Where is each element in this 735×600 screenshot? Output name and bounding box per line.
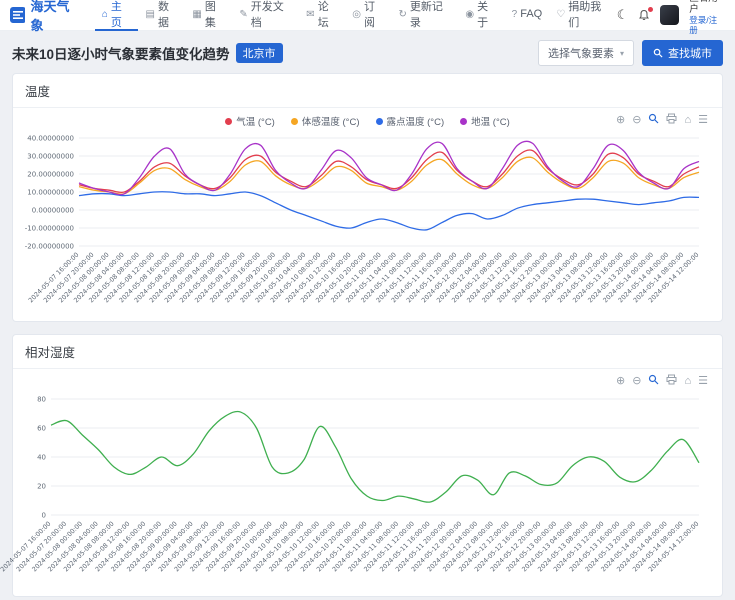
nav-label: 订阅: [363, 1, 375, 29]
atlas-icon: ▦: [192, 8, 202, 20]
nav-item-faq[interactable]: ? FAQ: [505, 0, 550, 31]
svg-text:0: 0: [42, 511, 46, 519]
dark-mode-moon-icon[interactable]: ☾: [616, 7, 629, 22]
legend-dot: [460, 117, 468, 125]
svg-text:20.00000000: 20.00000000: [27, 170, 74, 178]
svg-text:60: 60: [37, 424, 46, 432]
brand-logo-icon: [10, 7, 26, 23]
nav-item-about[interactable]: ◉ 关于: [458, 0, 504, 31]
legend-label: 体感温度 (°C): [301, 117, 360, 128]
changelog-icon: ↻: [398, 8, 407, 20]
temperature-chart-container: 40.00000000 30.00000000 20.00000000 10.0000…: [21, 130, 714, 315]
legend-label: 地温 (°C): [471, 117, 510, 128]
legend-item[interactable]: 露点温度 (°C): [375, 114, 445, 128]
home-icon: ⌂: [101, 8, 108, 20]
temperature-legend: 气温 (°C) 体感温度 (°C) 露点温度 (°C) 地温 (°C): [21, 111, 714, 130]
nav-label: 捐助我们: [568, 1, 602, 29]
nav-label: 关于: [477, 1, 489, 29]
topbar: 海天气象 ⌂ 主页 ▤ 数据 ▦ 图集 ✎ 开发文档 ✉ 论坛 ◎ 订阅 ↻ 更新记录 ◉ 关于…: [0, 0, 735, 35]
legend-dot: [290, 117, 298, 125]
main-nav: ⌂ 主页 ▤ 数据 ▦ 图集 ✎ 开发文档 ✉ 论坛 ◎ 订阅 ↻ 更新记录 ◉ 关于 ? FAQ…: [94, 0, 617, 31]
svg-text:40.00000000: 40.00000000: [27, 134, 74, 142]
menu-icon[interactable]: ☰: [698, 113, 708, 126]
nav-label: 数据: [157, 1, 169, 29]
brand[interactable]: 海天气象: [10, 0, 81, 34]
temperature-chart[interactable]: 40.00000000 30.00000000 20.00000000 10.0000…: [21, 130, 713, 310]
zoom-out-icon[interactable]: ⊖: [632, 113, 642, 126]
forum-icon: ✉: [306, 8, 315, 20]
zoom-out-icon[interactable]: ⊖: [632, 374, 642, 387]
svg-text:40: 40: [37, 453, 46, 461]
nav-item-data[interactable]: ▤ 数据: [138, 0, 185, 31]
find-city-button[interactable]: 查找城市: [642, 40, 723, 66]
nav-item-forum[interactable]: ✉ 论坛: [299, 0, 345, 31]
legend-dot: [225, 117, 233, 125]
search-icon: [653, 48, 663, 58]
panel-temperature-title: 温度: [13, 74, 722, 108]
svg-text:30.00000000: 30.00000000: [27, 152, 74, 160]
svg-text:10.00000000: 10.00000000: [27, 188, 74, 196]
svg-text:-20.00000000: -20.00000000: [25, 242, 74, 250]
username-label: 匿名用户: [689, 0, 718, 16]
nav-item-devdocs[interactable]: ✎ 开发文档: [232, 0, 299, 31]
chart-toolbar: ⊕ ⊖ ⌂ ☰: [616, 113, 708, 127]
login-register-link[interactable]: 登录/注册: [689, 15, 718, 35]
city-badge: 北京市: [235, 43, 283, 63]
legend-label: 露点温度 (°C): [386, 117, 445, 128]
reset-home-icon[interactable]: ⌂: [684, 374, 692, 387]
nav-label: FAQ: [520, 8, 543, 20]
zoom-select-icon[interactable]: [648, 374, 659, 388]
page-title: 未来10日逐小时气象要素值变化趋势: [12, 47, 230, 62]
nav-item-home[interactable]: ⌂ 主页: [94, 0, 139, 31]
legend-label: 气温 (°C): [236, 117, 275, 128]
nav-item-subscribe[interactable]: ◎ 订阅: [345, 0, 391, 31]
about-icon: ◉: [465, 8, 475, 20]
subscribe-icon: ◎: [352, 8, 361, 20]
topbar-right: ☾ 匿名用户 登录/注册: [617, 0, 725, 36]
svg-text:-10.00000000: -10.00000000: [25, 224, 74, 232]
nav-item-changelog[interactable]: ↻ 更新记录: [391, 0, 458, 31]
reset-home-icon[interactable]: ⌂: [684, 113, 692, 126]
faq-icon: ?: [511, 8, 518, 20]
svg-text:80: 80: [37, 395, 46, 403]
panel-temperature: 温度 ⊕ ⊖ ⌂ ☰ 气温 (°C) 体感温度 (°C) 露点温度 (°C) 地温 (…: [12, 73, 723, 322]
element-select-label: 选择气象要素: [547, 48, 614, 60]
chart-toolbar: ⊕ ⊖ ⌂ ☰: [616, 374, 708, 388]
nav-label: 论坛: [317, 1, 329, 29]
zoom-in-icon[interactable]: ⊕: [616, 113, 626, 126]
nav-label: 开发文档: [250, 1, 284, 29]
zoom-in-icon[interactable]: ⊕: [616, 374, 626, 387]
legend-item[interactable]: 体感温度 (°C): [290, 114, 360, 128]
legend-item[interactable]: 地温 (°C): [460, 114, 510, 128]
print-icon[interactable]: [666, 374, 677, 388]
title-bar: 未来10日逐小时气象要素值变化趋势 北京市 选择气象要素 ▾ 查找城市: [0, 31, 735, 73]
legend-item[interactable]: 气温 (°C): [225, 114, 275, 128]
humidity-chart-container: 80 60 40 20 0 2024-05-07 16:00:00 2024-05-07 2…: [0, 389, 714, 590]
avatar[interactable]: [660, 5, 680, 25]
svg-text:20: 20: [37, 482, 46, 490]
legend-dot: [375, 117, 383, 125]
nav-label: 主页: [110, 1, 122, 29]
print-icon[interactable]: [666, 113, 677, 127]
docs-icon: ✎: [239, 8, 248, 20]
svg-text:0.00000000: 0.00000000: [32, 206, 74, 214]
nav-label: 图集: [204, 1, 216, 29]
nav-item-donate[interactable]: ♡ 捐助我们: [549, 0, 617, 31]
menu-icon[interactable]: ☰: [698, 374, 708, 387]
nav-item-atlas[interactable]: ▦ 图集: [185, 0, 232, 31]
notification-bell-icon[interactable]: [638, 7, 654, 21]
element-select[interactable]: 选择气象要素 ▾: [537, 40, 634, 66]
notification-badge: [648, 7, 654, 12]
data-icon: ▤: [145, 8, 155, 20]
brand-name: 海天气象: [30, 0, 70, 33]
panel-humidity: 相对湿度 ⊕ ⊖ ⌂ ☰ 80 60 40 20 0 2024-05-07 16:00:0…: [0, 334, 723, 597]
zoom-select-icon[interactable]: [648, 113, 659, 127]
nav-label: 更新记录: [409, 1, 443, 29]
chevron-down-icon: ▾: [619, 48, 624, 58]
panel-humidity-title: 相对湿度: [13, 335, 722, 369]
donate-heart-icon: ♡: [556, 8, 566, 20]
find-city-label: 查找城市: [668, 48, 712, 60]
